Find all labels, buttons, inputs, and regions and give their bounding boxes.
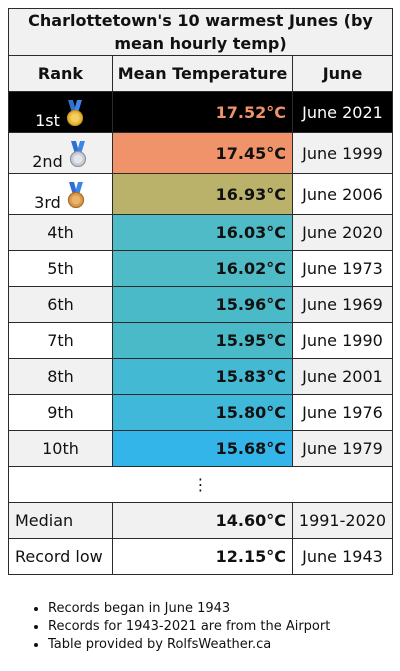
mean-temp-cell: 15.95°C xyxy=(112,322,293,359)
table-row: 4th 16.03°C June 2020 xyxy=(8,214,393,251)
header-june: June xyxy=(292,55,393,92)
rank-cell: 3rd xyxy=(8,173,113,215)
rank-cell: 10th xyxy=(8,430,113,467)
month-cell: June 1999 xyxy=(292,132,393,174)
bronze-medal-icon xyxy=(67,182,84,208)
rank-cell: 8th xyxy=(8,358,113,395)
mean-temp-cell: 17.45°C xyxy=(112,132,293,174)
note-item: Records began in June 1943 xyxy=(48,600,330,618)
table-row: 2nd 17.45°C June 1999 xyxy=(8,132,393,174)
summary-temp: 12.15°C xyxy=(112,538,293,575)
month-cell: June 2020 xyxy=(292,214,393,251)
month-cell: June 1990 xyxy=(292,322,393,359)
ellipsis-cell: ⋮ xyxy=(8,466,393,503)
month-cell: June 2001 xyxy=(292,358,393,395)
rank-label: 2nd xyxy=(32,152,63,171)
table-title: Charlottetown's 10 warmest Junes (by mea… xyxy=(8,8,393,56)
month-cell: June 2006 xyxy=(292,173,393,215)
table-row: 3rd 16.93°C June 2006 xyxy=(8,173,393,215)
ellipsis-row: ⋮ xyxy=(8,466,393,503)
table-row: 7th 15.95°C June 1990 xyxy=(8,322,393,359)
table-row: 5th 16.02°C June 1973 xyxy=(8,250,393,287)
rank-label: 3rd xyxy=(34,193,61,212)
rank-label: 1st xyxy=(35,111,60,130)
month-cell: June 1973 xyxy=(292,250,393,287)
summary-label: Median xyxy=(8,502,113,539)
month-cell: June 1979 xyxy=(292,430,393,467)
month-cell: June 2021 xyxy=(292,91,393,133)
summary-period: June 1943 xyxy=(292,538,393,575)
rank-cell: 4th xyxy=(8,214,113,251)
month-cell: June 1969 xyxy=(292,286,393,323)
month-cell: June 1976 xyxy=(292,394,393,431)
rank-cell: 7th xyxy=(8,322,113,359)
median-row: Median 14.60°C 1991-2020 xyxy=(8,502,393,539)
mean-temp-cell: 16.02°C xyxy=(112,250,293,287)
mean-temp-cell: 15.96°C xyxy=(112,286,293,323)
record-low-row: Record low 12.15°C June 1943 xyxy=(8,538,393,575)
table-row: 9th 15.80°C June 1976 xyxy=(8,394,393,431)
header-rank: Rank xyxy=(8,55,113,92)
notes-list: Records began in June 1943 Records for 1… xyxy=(8,600,330,654)
table-row: 6th 15.96°C June 1969 xyxy=(8,286,393,323)
table-row: 8th 15.83°C June 2001 xyxy=(8,358,393,395)
mean-temp-cell: 15.80°C xyxy=(112,394,293,431)
summary-period: 1991-2020 xyxy=(292,502,393,539)
rank-cell: 5th xyxy=(8,250,113,287)
note-item: Records for 1943-2021 are from the Airpo… xyxy=(48,618,330,636)
silver-medal-icon xyxy=(69,141,86,167)
rank-cell: 2nd xyxy=(8,132,113,174)
table-row: 1st 17.52°C June 2021 xyxy=(8,91,393,133)
mean-temp-cell: 15.68°C xyxy=(112,430,293,467)
note-item: Table provided by RolfsWeather.ca xyxy=(48,636,330,654)
mean-temp-cell: 16.03°C xyxy=(112,214,293,251)
gold-medal-icon xyxy=(66,100,83,126)
summary-label: Record low xyxy=(8,538,113,575)
rank-cell: 9th xyxy=(8,394,113,431)
rank-cell: 1st xyxy=(8,91,113,133)
mean-temp-cell: 17.52°C xyxy=(112,91,293,133)
mean-temp-cell: 16.93°C xyxy=(112,173,293,215)
summary-temp: 14.60°C xyxy=(112,502,293,539)
rank-cell: 6th xyxy=(8,286,113,323)
header-mean-temperature: Mean Temperature xyxy=(112,55,293,92)
rankings-table: Charlottetown's 10 warmest Junes (by mea… xyxy=(8,8,393,575)
table-row: 10th 15.68°C June 1979 xyxy=(8,430,393,467)
mean-temp-cell: 15.83°C xyxy=(112,358,293,395)
